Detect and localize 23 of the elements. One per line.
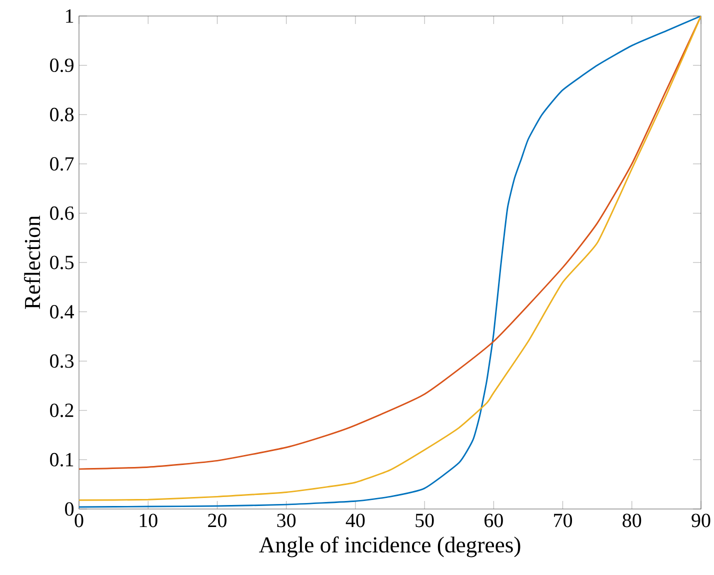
x-axis-title: Angle of incidence (degrees): [259, 536, 520, 558]
x-tick-label: 40: [346, 514, 365, 528]
y-tick-label: 0.5: [50, 256, 74, 270]
x-tick-label: 0: [74, 514, 84, 528]
x-tick-label: 90: [692, 514, 710, 528]
y-tick-label: 0.1: [50, 452, 74, 466]
x-tick-label: 80: [622, 514, 642, 528]
x-tick-label: 10: [140, 514, 158, 528]
y-tick-label: 0.7: [50, 157, 74, 171]
x-tick-label: 60: [484, 514, 503, 528]
y-tick-label: 0.4: [50, 305, 74, 319]
y-tick-label: 0.2: [50, 404, 74, 418]
y-tick-label: 1: [66, 9, 74, 23]
x-tick-label: 20: [208, 514, 226, 528]
y-tick-label: 0.3: [50, 354, 74, 368]
x-tick-label: 50: [416, 514, 434, 528]
y-tick-label: 0.8: [50, 108, 74, 122]
x-tick-label: 70: [554, 514, 572, 528]
y-axis-title: Reflection: [24, 216, 40, 310]
x-tick-label: 30: [277, 514, 296, 528]
y-tick-label: 0.6: [50, 206, 74, 220]
y-tick-label: 0: [65, 502, 74, 516]
y-tick-label: 0.9: [50, 58, 74, 72]
